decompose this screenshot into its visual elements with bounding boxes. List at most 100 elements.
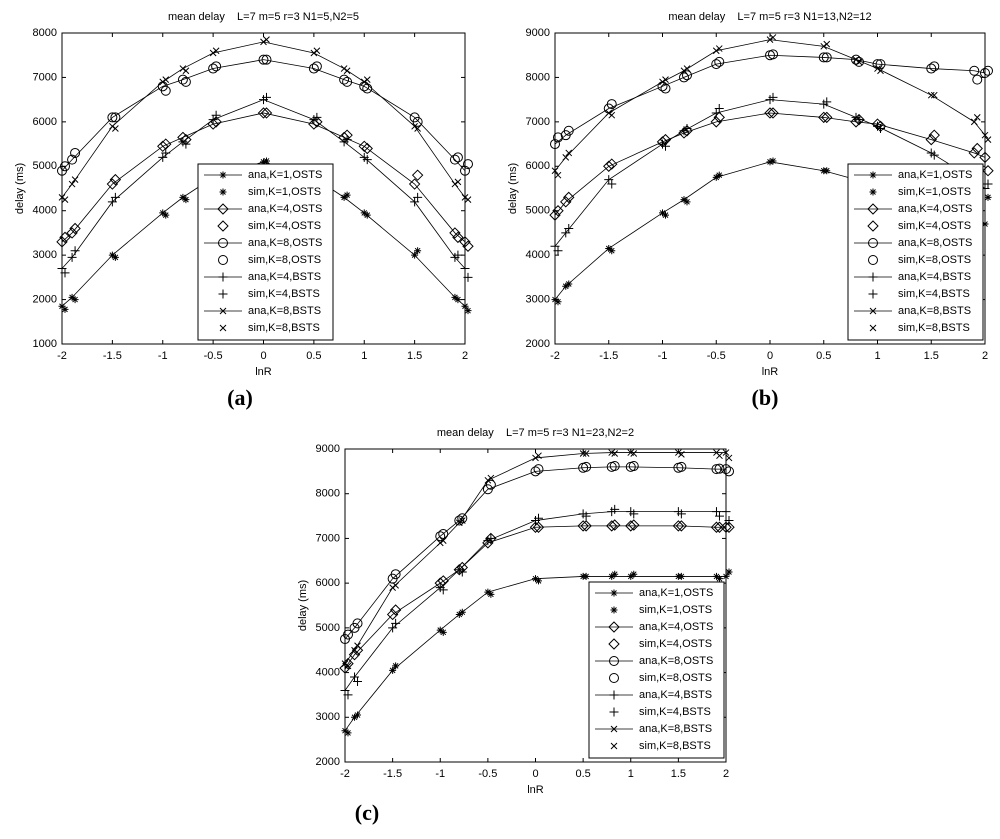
marker — [984, 193, 992, 201]
x-tick-label: 0 — [532, 768, 538, 780]
y-tick-label: 8000 — [33, 27, 57, 39]
chart-title: mean delay L=7 m=5 r=3 N1=23,N2=2 — [437, 427, 634, 439]
marker — [413, 192, 423, 202]
y-axis-label: delay (ms) — [507, 163, 519, 214]
marker — [723, 466, 735, 477]
marker — [179, 193, 187, 201]
legend-marker — [608, 621, 620, 633]
marker — [876, 124, 885, 134]
marker — [342, 135, 352, 145]
marker — [560, 196, 572, 208]
panel-caption: (a) — [227, 385, 253, 410]
marker — [533, 464, 544, 475]
marker — [984, 136, 992, 143]
marker — [484, 588, 492, 596]
marker — [109, 122, 116, 130]
marker — [714, 104, 724, 114]
x-tick-label: 1 — [628, 768, 634, 780]
marker — [823, 40, 831, 48]
legend-marker — [867, 220, 879, 232]
marker — [818, 52, 829, 63]
marker — [453, 250, 463, 260]
marker — [361, 142, 373, 155]
marker — [766, 36, 774, 44]
legend-label: ana,K=4,BSTS — [898, 271, 971, 283]
marker — [358, 140, 370, 152]
x-tick-label: 1.5 — [407, 350, 422, 362]
x-axis-label: lnR — [527, 784, 544, 796]
marker — [459, 165, 471, 176]
marker — [715, 45, 723, 52]
legend-label: sim,K=4,BSTS — [639, 706, 711, 718]
marker — [392, 582, 399, 589]
x-tick-label: 0.5 — [816, 350, 831, 362]
marker — [532, 454, 539, 462]
marker — [487, 474, 495, 482]
marker — [110, 112, 121, 123]
x-axis-label: lnR — [762, 366, 779, 378]
y-axis-label: delay (ms) — [297, 580, 309, 631]
x-tick-label: -0.5 — [707, 350, 726, 362]
legend-label: sim,K=4,BSTS — [248, 288, 320, 300]
marker — [487, 590, 495, 598]
legend-marker — [610, 606, 618, 614]
marker — [182, 196, 190, 204]
legend-label: sim,K=1,OSTS — [248, 186, 321, 198]
legend-marker — [609, 707, 619, 717]
marker — [390, 569, 401, 580]
marker — [532, 521, 545, 533]
marker — [723, 521, 735, 533]
marker — [608, 572, 616, 580]
legend-label: ana,K=1,OSTS — [248, 169, 322, 181]
marker — [820, 42, 828, 50]
marker — [609, 461, 620, 471]
marker — [852, 56, 860, 64]
legend-marker — [867, 255, 879, 265]
marker — [67, 252, 77, 262]
marker — [553, 246, 563, 256]
y-tick-label: 4000 — [316, 666, 340, 678]
marker — [710, 521, 723, 533]
marker — [926, 63, 937, 74]
marker — [554, 171, 562, 179]
marker — [68, 293, 76, 301]
marker — [436, 539, 444, 547]
marker — [260, 158, 267, 166]
legend-label: ana,K=4,BSTS — [639, 689, 712, 701]
legend: ana,K=1,OSTS sim,K=1,OSTS ana,K=4,OSTS sim,… — [847, 163, 984, 341]
marker — [710, 116, 722, 128]
legend: ana,K=1,OSTS sim,K=1,OSTS ana,K=4,OSTS sim,… — [588, 581, 725, 759]
marker — [625, 520, 637, 532]
marker — [71, 296, 79, 304]
marker — [464, 196, 472, 203]
marker — [160, 85, 171, 96]
panel-caption: (b) — [752, 385, 779, 410]
marker — [414, 125, 421, 132]
marker — [659, 78, 666, 86]
marker — [339, 74, 350, 85]
marker — [578, 462, 589, 473]
marker — [177, 74, 188, 85]
marker — [159, 78, 167, 86]
legend-marker — [219, 171, 227, 179]
marker — [308, 63, 319, 74]
legend-marker — [217, 238, 229, 248]
marker — [313, 47, 321, 55]
marker — [464, 307, 472, 315]
marker — [673, 462, 684, 473]
legend-marker — [610, 725, 618, 733]
x-tick-label: 2 — [982, 350, 988, 362]
y-tick-label: 7000 — [33, 71, 57, 83]
legend-label: ana,K=8,BSTS — [248, 305, 321, 317]
marker — [411, 122, 418, 130]
marker — [818, 111, 830, 124]
marker — [928, 129, 940, 141]
marker — [608, 247, 616, 255]
marker — [969, 65, 980, 76]
marker — [452, 152, 463, 163]
marker — [389, 604, 402, 616]
marker — [58, 302, 66, 310]
marker — [675, 520, 688, 532]
series-line — [61, 112, 466, 243]
